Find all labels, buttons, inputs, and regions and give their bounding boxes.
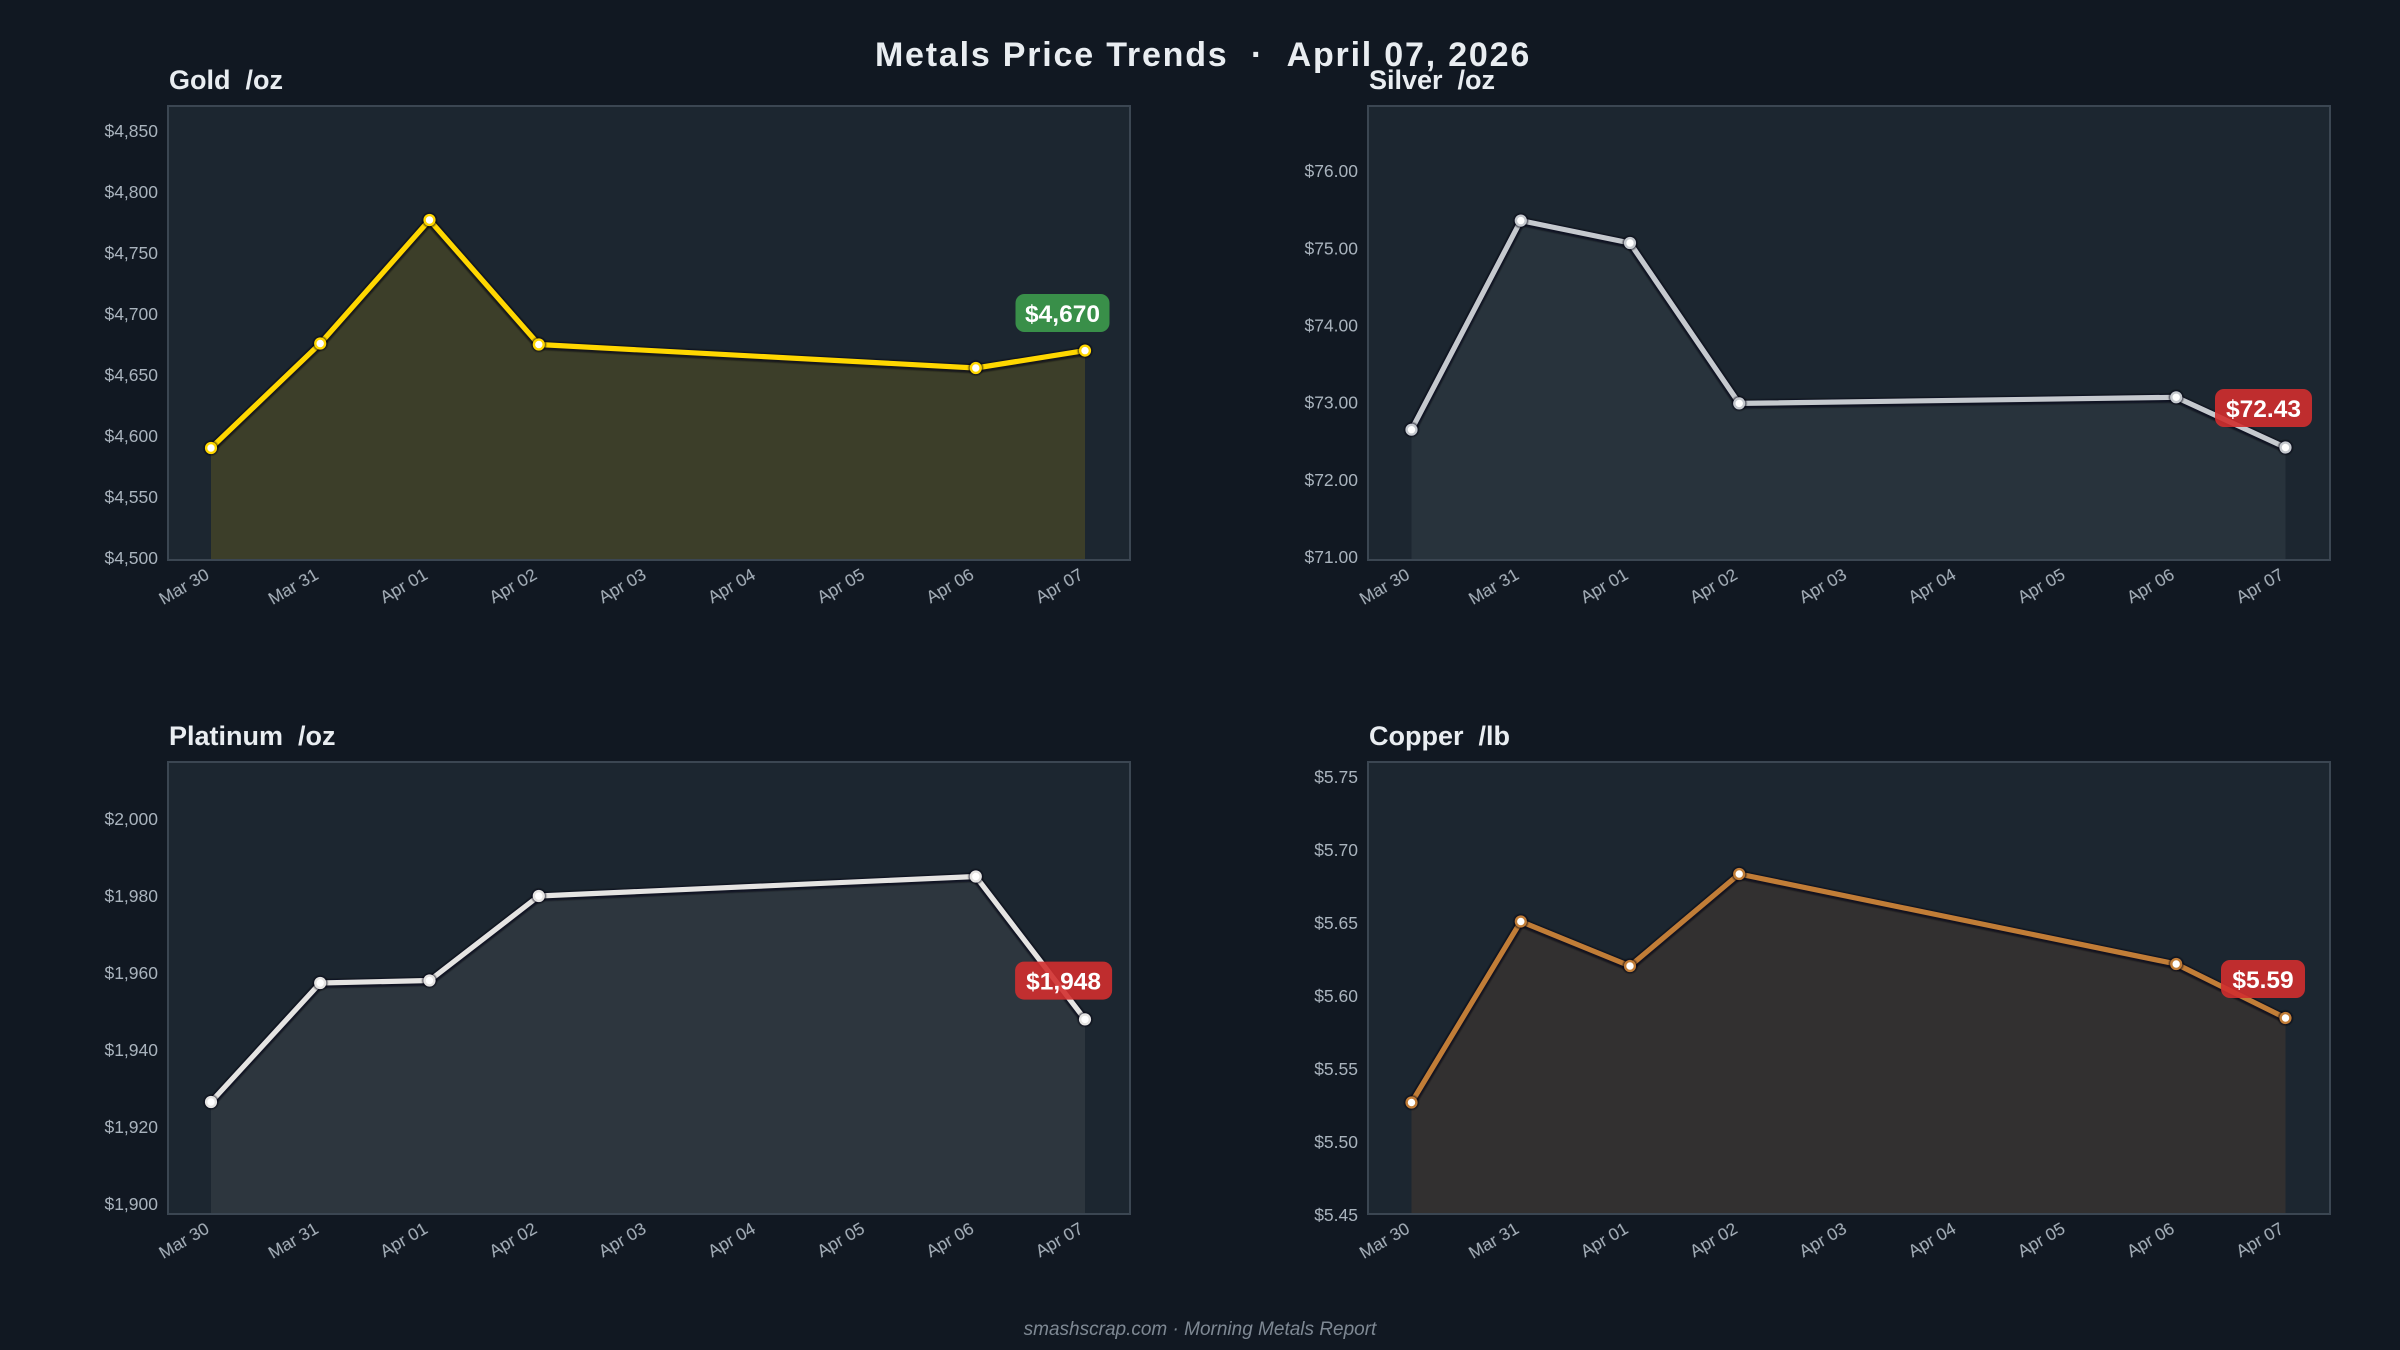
svg-text:$5.59: $5.59 [2232, 967, 2293, 994]
svg-text:$1,900: $1,900 [104, 1194, 158, 1214]
svg-text:$72.00: $72.00 [1304, 470, 1358, 490]
svg-text:$5.55: $5.55 [1314, 1059, 1358, 1079]
svg-text:smashscrap.com · Morning Metal: smashscrap.com · Morning Metals Report [1024, 1319, 1377, 1340]
svg-text:$4,670: $4,670 [1025, 301, 1100, 328]
svg-text:$4,700: $4,700 [104, 304, 158, 324]
svg-text:$74.00: $74.00 [1304, 316, 1358, 336]
svg-text:$71.00: $71.00 [1304, 547, 1358, 567]
svg-text:$72.43: $72.43 [2226, 396, 2301, 423]
svg-text:$5.75: $5.75 [1314, 767, 1358, 787]
svg-text:$4,600: $4,600 [104, 426, 158, 446]
svg-text:$1,940: $1,940 [104, 1040, 158, 1060]
svg-text:$2,000: $2,000 [104, 809, 158, 829]
svg-text:Silver /oz: Silver /oz [1369, 65, 1495, 95]
svg-text:$5.45: $5.45 [1314, 1205, 1358, 1225]
svg-text:$73.00: $73.00 [1304, 393, 1358, 413]
svg-text:$5.50: $5.50 [1314, 1132, 1358, 1152]
svg-text:Platinum /oz: Platinum /oz [169, 721, 336, 751]
svg-text:$4,800: $4,800 [104, 182, 158, 202]
svg-text:$4,850: $4,850 [104, 121, 158, 141]
svg-text:$4,550: $4,550 [104, 487, 158, 507]
svg-text:$1,980: $1,980 [104, 886, 158, 906]
svg-text:Metals Price Trends · April: Metals Price Trends · April 07, 2026 [875, 36, 1531, 74]
svg-text:$5.70: $5.70 [1314, 840, 1358, 860]
svg-text:$5.65: $5.65 [1314, 913, 1358, 933]
svg-text:$4,650: $4,650 [104, 365, 158, 385]
svg-text:$1,960: $1,960 [104, 963, 158, 983]
svg-text:$1,920: $1,920 [104, 1117, 158, 1137]
svg-text:$4,500: $4,500 [104, 548, 158, 568]
svg-text:Copper /lb: Copper /lb [1369, 721, 1510, 751]
svg-text:$4,750: $4,750 [104, 243, 158, 263]
svg-text:$75.00: $75.00 [1304, 238, 1358, 258]
svg-text:$5.60: $5.60 [1314, 986, 1358, 1006]
svg-text:$1,948: $1,948 [1026, 969, 1101, 996]
svg-text:Gold /oz: Gold /oz [169, 65, 283, 95]
svg-text:$76.00: $76.00 [1304, 161, 1358, 181]
